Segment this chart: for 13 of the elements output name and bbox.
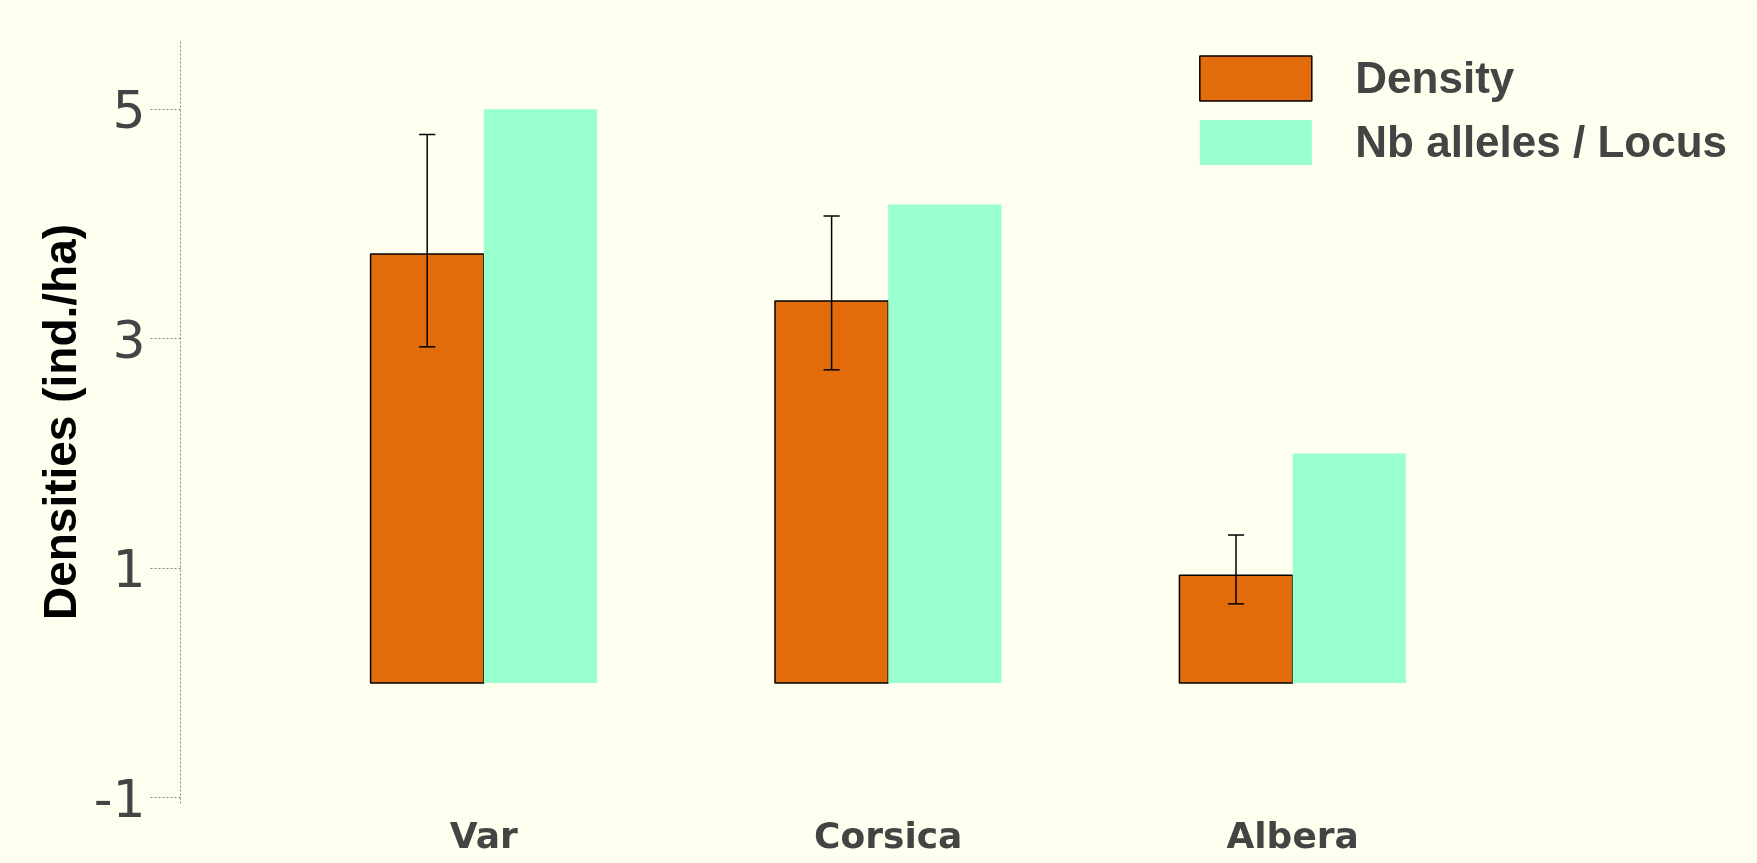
x-tick-label: Var xyxy=(449,814,519,856)
y-axis-title: Densities (ind./ha) xyxy=(33,223,86,621)
legend-label: Density xyxy=(1355,53,1515,103)
bar xyxy=(483,109,598,684)
bar xyxy=(1292,453,1406,684)
bar xyxy=(888,204,1002,684)
y-tick-label: -1 xyxy=(93,768,146,829)
y-tick-label: 5 xyxy=(112,80,146,141)
legend-label: Nb alleles / Locus xyxy=(1355,117,1727,167)
y-tick-label: 3 xyxy=(112,309,146,370)
x-tick-label: Corsica xyxy=(814,814,963,856)
x-tick-label: Albera xyxy=(1226,814,1359,856)
y-tick-label: 1 xyxy=(112,539,146,600)
